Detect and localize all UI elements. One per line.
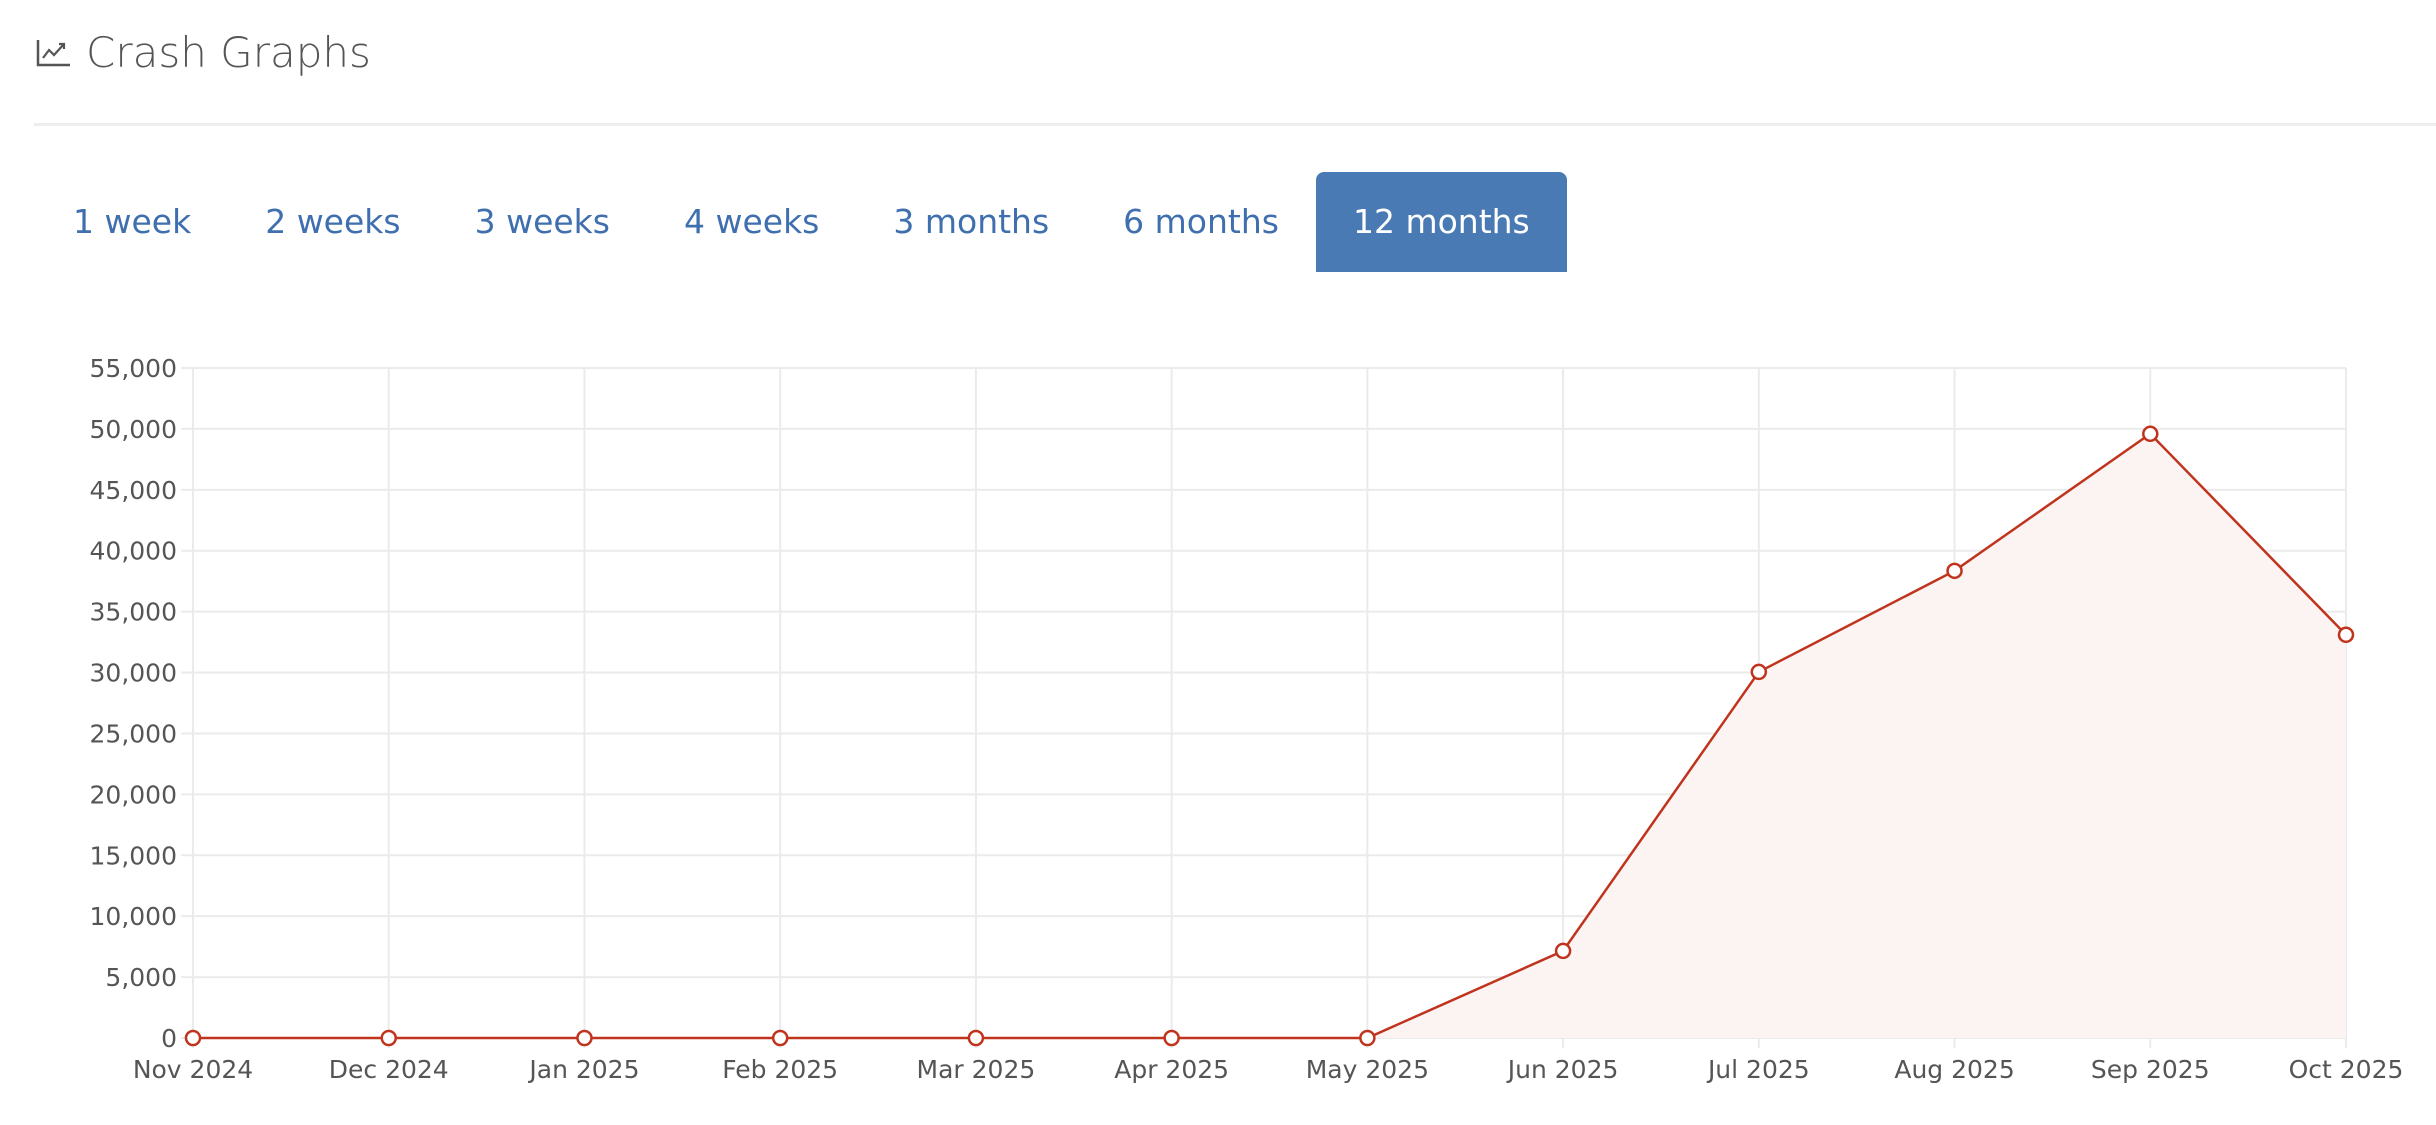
x-tick-label: Mar 2025 xyxy=(917,1055,1036,1084)
time-range-tabs: 1 week 2 weeks 3 weeks 4 weeks 3 months … xyxy=(36,172,1567,272)
header-divider xyxy=(34,123,2436,126)
tab-3-months[interactable]: 3 months xyxy=(893,202,1050,241)
data-point xyxy=(771,1029,789,1047)
data-point xyxy=(1946,562,1963,580)
page-title-text: Crash Graphs xyxy=(86,28,371,77)
y-tick-label: 35,000 xyxy=(90,598,177,627)
tab-3-weeks[interactable]: 3 weeks xyxy=(474,202,610,241)
x-tick-label: Aug 2025 xyxy=(1894,1055,2014,1084)
series-area xyxy=(193,433,2346,1038)
y-tick-label: 5,000 xyxy=(105,963,177,992)
page-title: Crash Graphs xyxy=(36,28,371,77)
x-tick-label: Nov 2024 xyxy=(133,1055,253,1084)
line-chart-icon xyxy=(36,39,70,66)
data-point xyxy=(1359,1029,1376,1047)
x-tick-label: Apr 2025 xyxy=(1114,1055,1229,1084)
data-point xyxy=(576,1029,593,1047)
data-point xyxy=(184,1029,202,1047)
y-tick-label: 55,000 xyxy=(90,354,177,383)
x-tick-label: May 2025 xyxy=(1306,1055,1429,1084)
x-tick-label: Jul 2025 xyxy=(1706,1055,1810,1084)
y-tick-label: 0 xyxy=(161,1024,177,1053)
x-tick-label: Feb 2025 xyxy=(722,1055,838,1084)
y-tick-label: 15,000 xyxy=(90,841,177,870)
y-tick-label: 30,000 xyxy=(90,659,177,688)
tab-4-weeks[interactable]: 4 weeks xyxy=(683,202,820,241)
x-tick-label: Oct 2025 xyxy=(2289,1055,2404,1084)
x-tick-label: Sep 2025 xyxy=(2091,1055,2210,1084)
data-point xyxy=(1163,1029,1180,1047)
y-tick-label: 20,000 xyxy=(90,780,177,809)
x-tick-label: Jun 2025 xyxy=(1506,1055,1619,1084)
data-point xyxy=(2337,626,2355,644)
data-point xyxy=(1554,942,1572,960)
y-tick-label: 25,000 xyxy=(90,719,177,748)
tab-2-weeks[interactable]: 2 weeks xyxy=(265,202,401,241)
tab-1-week[interactable]: 1 week xyxy=(73,202,192,241)
data-point xyxy=(1750,663,1768,681)
data-point xyxy=(967,1029,985,1047)
y-tick-label: 50,000 xyxy=(90,415,177,444)
series-line xyxy=(193,432,2347,1040)
data-point xyxy=(380,1029,397,1047)
y-tick-label: 10,000 xyxy=(90,902,177,931)
x-tick-label: Jan 2025 xyxy=(527,1055,639,1084)
crash-chart: 0 5,000 10,000 15,000 20,000 25,000 30,000 35,0… xyxy=(90,354,2404,1084)
tab-6-months[interactable]: 6 months xyxy=(1123,202,1279,241)
tab-12-months[interactable]: 12 months xyxy=(1315,172,1567,272)
x-tick-label: Dec 2024 xyxy=(329,1055,449,1084)
y-tick-label: 45,000 xyxy=(90,476,177,505)
y-tick-label: 40,000 xyxy=(90,537,177,566)
data-point xyxy=(2142,425,2159,443)
